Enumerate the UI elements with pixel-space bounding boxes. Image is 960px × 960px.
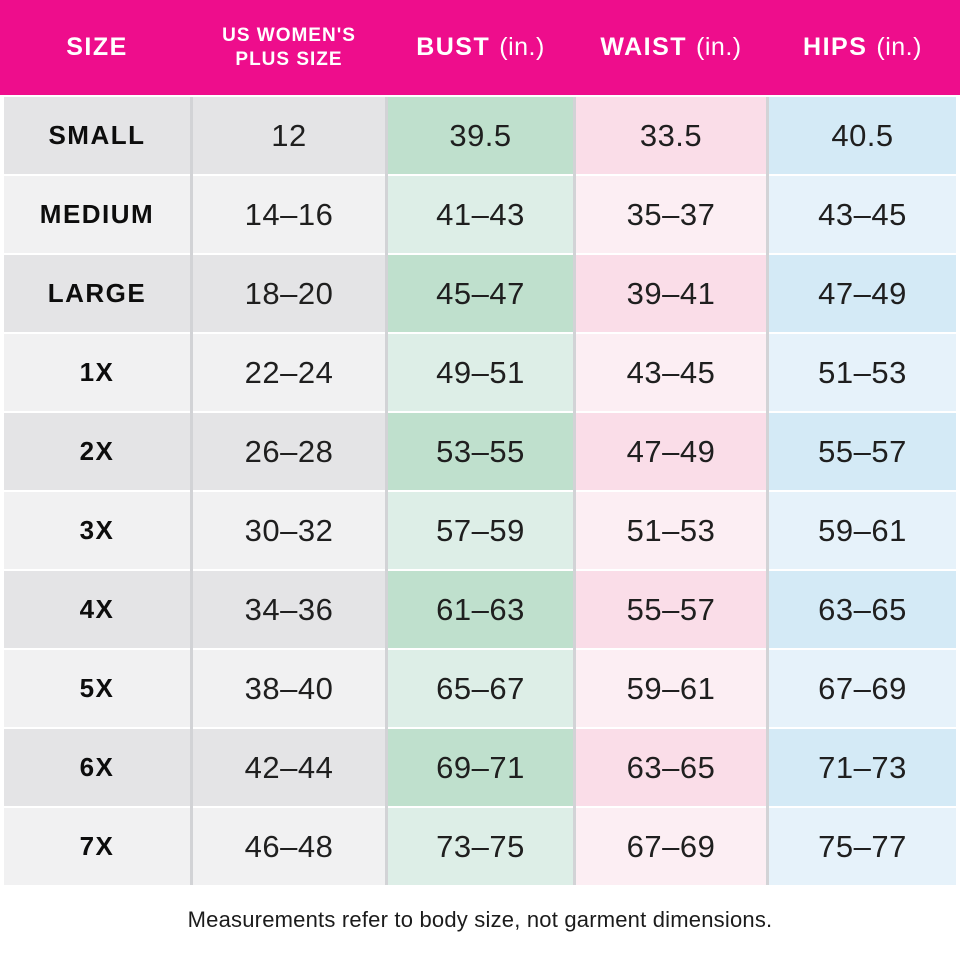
cell-waist: 35–37 [576,176,766,253]
cell-size: 3X [4,492,190,569]
cell-waist: 55–57 [576,571,766,648]
cell-bust: 53–55 [388,413,573,490]
column-header-size: SIZE [4,0,190,95]
column-header-label: BUST [416,33,491,61]
cell-size: LARGE [4,255,190,332]
cell-hips: 43–45 [769,176,956,253]
cell-size: 1X [4,334,190,411]
cell-size: SMALL [4,97,190,174]
table-body: SMALL 12 39.5 33.5 40.5 MEDIUM 14–16 41–… [4,97,956,885]
cell-hips: 40.5 [769,97,956,174]
column-header-unit: (in.) [696,33,742,61]
table-row-2x: 2X 26–28 53–55 47–49 55–57 [4,413,956,490]
cell-size: MEDIUM [4,176,190,253]
column-header-unit: (in.) [499,33,545,61]
table-row-medium: MEDIUM 14–16 41–43 35–37 43–45 [4,176,956,253]
cell-bust: 61–63 [388,571,573,648]
column-header-waist: WAIST (in.) [576,0,766,95]
cell-size: 4X [4,571,190,648]
cell-bust: 57–59 [388,492,573,569]
column-divider [190,97,193,885]
table-row-large: LARGE 18–20 45–47 39–41 47–49 [4,255,956,332]
cell-hips: 59–61 [769,492,956,569]
cell-bust: 49–51 [388,334,573,411]
table-row-7x: 7X 46–48 73–75 67–69 75–77 [4,808,956,885]
column-divider [385,97,388,885]
cell-bust: 73–75 [388,808,573,885]
cell-bust: 39.5 [388,97,573,174]
cell-waist: 63–65 [576,729,766,806]
column-header-plus-size: US WOMEN'S PLUS SIZE [193,0,385,95]
cell-hips: 51–53 [769,334,956,411]
column-divider [766,97,769,885]
cell-plus-size: 18–20 [193,255,385,332]
cell-hips: 67–69 [769,650,956,727]
cell-waist: 33.5 [576,97,766,174]
cell-plus-size: 12 [193,97,385,174]
cell-waist: 43–45 [576,334,766,411]
table-row-6x: 6X 42–44 69–71 63–65 71–73 [4,729,956,806]
cell-plus-size: 30–32 [193,492,385,569]
cell-bust: 45–47 [388,255,573,332]
table-row-small: SMALL 12 39.5 33.5 40.5 [4,97,956,174]
cell-bust: 65–67 [388,650,573,727]
table-row-1x: 1X 22–24 49–51 43–45 51–53 [4,334,956,411]
cell-plus-size: 38–40 [193,650,385,727]
cell-plus-size: 26–28 [193,413,385,490]
cell-waist: 39–41 [576,255,766,332]
column-header-line1: US WOMEN'S [222,24,356,46]
cell-bust: 41–43 [388,176,573,253]
cell-size: 5X [4,650,190,727]
column-header-label: SIZE [66,33,128,61]
table-row-4x: 4X 34–36 61–63 55–57 63–65 [4,571,956,648]
cell-hips: 71–73 [769,729,956,806]
cell-size: 2X [4,413,190,490]
cell-hips: 47–49 [769,255,956,332]
cell-bust: 69–71 [388,729,573,806]
cell-plus-size: 34–36 [193,571,385,648]
cell-waist: 51–53 [576,492,766,569]
footnote: Measurements refer to body size, not gar… [187,907,773,932]
cell-waist: 67–69 [576,808,766,885]
table-row-3x: 3X 30–32 57–59 51–53 59–61 [4,492,956,569]
cell-size: 6X [4,729,190,806]
column-header-line2: PLUS SIZE [235,48,343,70]
column-header-label: HIPS [803,33,868,61]
cell-size: 7X [4,808,190,885]
column-header-label: WAIST [600,33,688,61]
column-header-bust: BUST (in.) [388,0,573,95]
cell-waist: 47–49 [576,413,766,490]
cell-hips: 75–77 [769,808,956,885]
column-header-label: US WOMEN'S PLUS SIZE [222,24,356,72]
table-row-5x: 5X 38–40 65–67 59–61 67–69 [4,650,956,727]
column-divider [573,97,576,885]
column-header-unit: (in.) [876,33,922,61]
cell-hips: 55–57 [769,413,956,490]
table-header: SIZE US WOMEN'S PLUS SIZE BUST (in.) WAI… [0,0,960,95]
cell-plus-size: 42–44 [193,729,385,806]
column-header-hips: HIPS (in.) [769,0,956,95]
cell-plus-size: 14–16 [193,176,385,253]
cell-waist: 59–61 [576,650,766,727]
cell-plus-size: 22–24 [193,334,385,411]
cell-hips: 63–65 [769,571,956,648]
cell-plus-size: 46–48 [193,808,385,885]
